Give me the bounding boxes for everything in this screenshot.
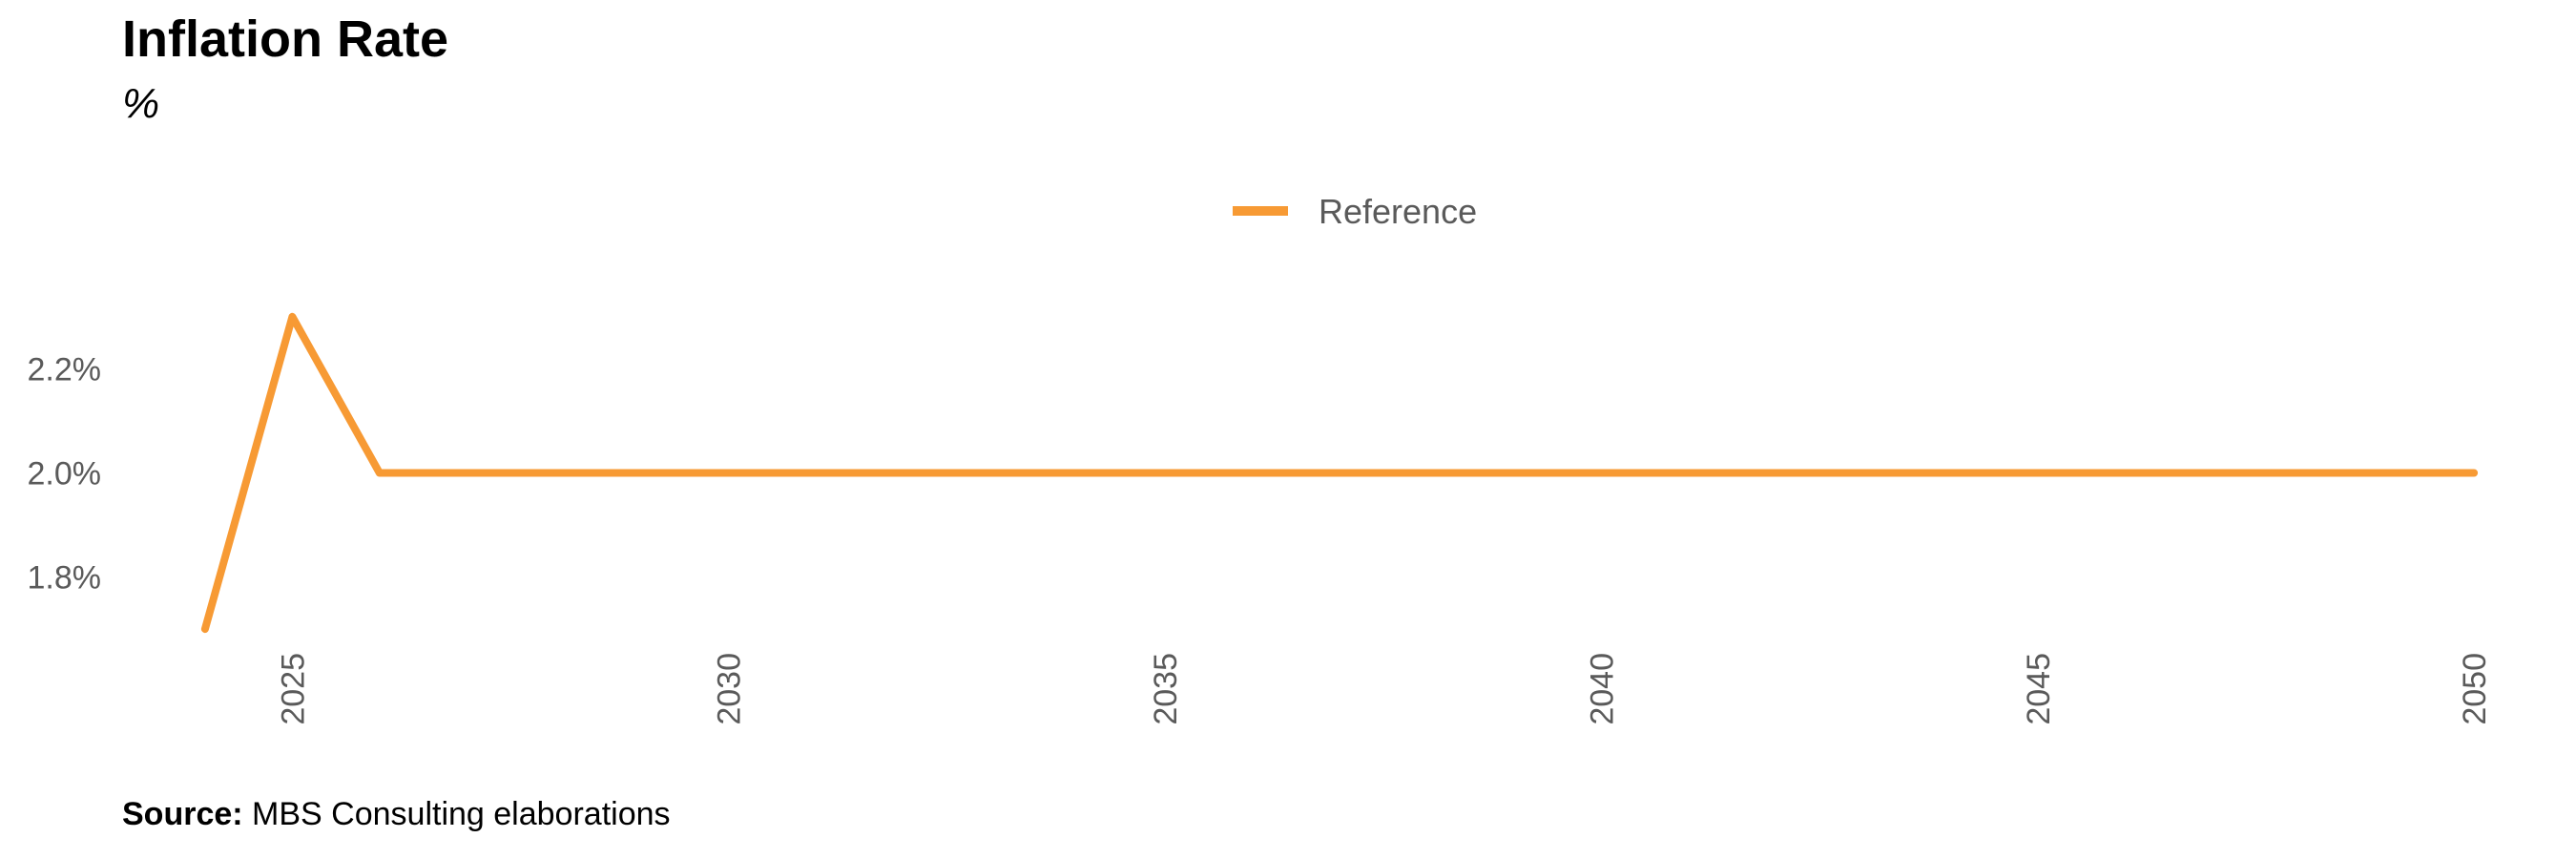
data-point bbox=[728, 472, 730, 473]
data-point bbox=[379, 472, 381, 473]
plot-area bbox=[200, 312, 2479, 634]
chart-title: Inflation Rate bbox=[122, 10, 449, 68]
data-point bbox=[903, 472, 904, 473]
data-point bbox=[2124, 472, 2126, 473]
y-tick-label: 2.0% bbox=[28, 456, 102, 492]
x-tick-label: 2030 bbox=[712, 653, 748, 725]
data-point bbox=[640, 472, 642, 473]
x-tick-label: 2050 bbox=[2457, 653, 2493, 725]
data-point bbox=[1688, 472, 1690, 473]
data-point bbox=[2037, 472, 2039, 473]
legend: Reference bbox=[1233, 192, 1477, 231]
x-tick-label: 2045 bbox=[2021, 653, 2057, 725]
data-point bbox=[553, 472, 555, 473]
y-tick-label: 2.2% bbox=[28, 351, 102, 388]
data-point bbox=[1949, 472, 1951, 473]
data-point bbox=[1077, 472, 1079, 473]
data-point bbox=[1600, 472, 1602, 473]
data-point bbox=[1513, 472, 1515, 473]
y-tick-label: 1.8% bbox=[28, 560, 102, 597]
data-point bbox=[204, 628, 206, 630]
x-axis: 2025 2030 2035 2040 2045 2050 bbox=[275, 653, 2493, 725]
data-point bbox=[815, 472, 817, 473]
data-point bbox=[2473, 472, 2475, 473]
x-tick-label: 2035 bbox=[1148, 653, 1184, 725]
data-point bbox=[989, 472, 991, 473]
data-point bbox=[1862, 472, 1864, 473]
x-tick-label: 2040 bbox=[1584, 653, 1620, 725]
source-text: MBS Consulting elaborations bbox=[252, 796, 671, 832]
data-point bbox=[1252, 472, 1253, 473]
source-label: Source: bbox=[122, 796, 243, 832]
y-axis: 1.8% 2.0% 2.2% bbox=[28, 351, 102, 596]
data-point bbox=[2386, 472, 2388, 473]
source-note: Source: MBS Consulting elaborations bbox=[122, 796, 671, 833]
x-tick-label: 2025 bbox=[275, 653, 311, 725]
legend-label: Reference bbox=[1319, 192, 1477, 231]
chart-subtitle-unit: % bbox=[122, 80, 160, 127]
data-point bbox=[2298, 472, 2300, 473]
data-point bbox=[1426, 472, 1427, 473]
data-point bbox=[291, 316, 293, 318]
data-point bbox=[1164, 472, 1166, 473]
